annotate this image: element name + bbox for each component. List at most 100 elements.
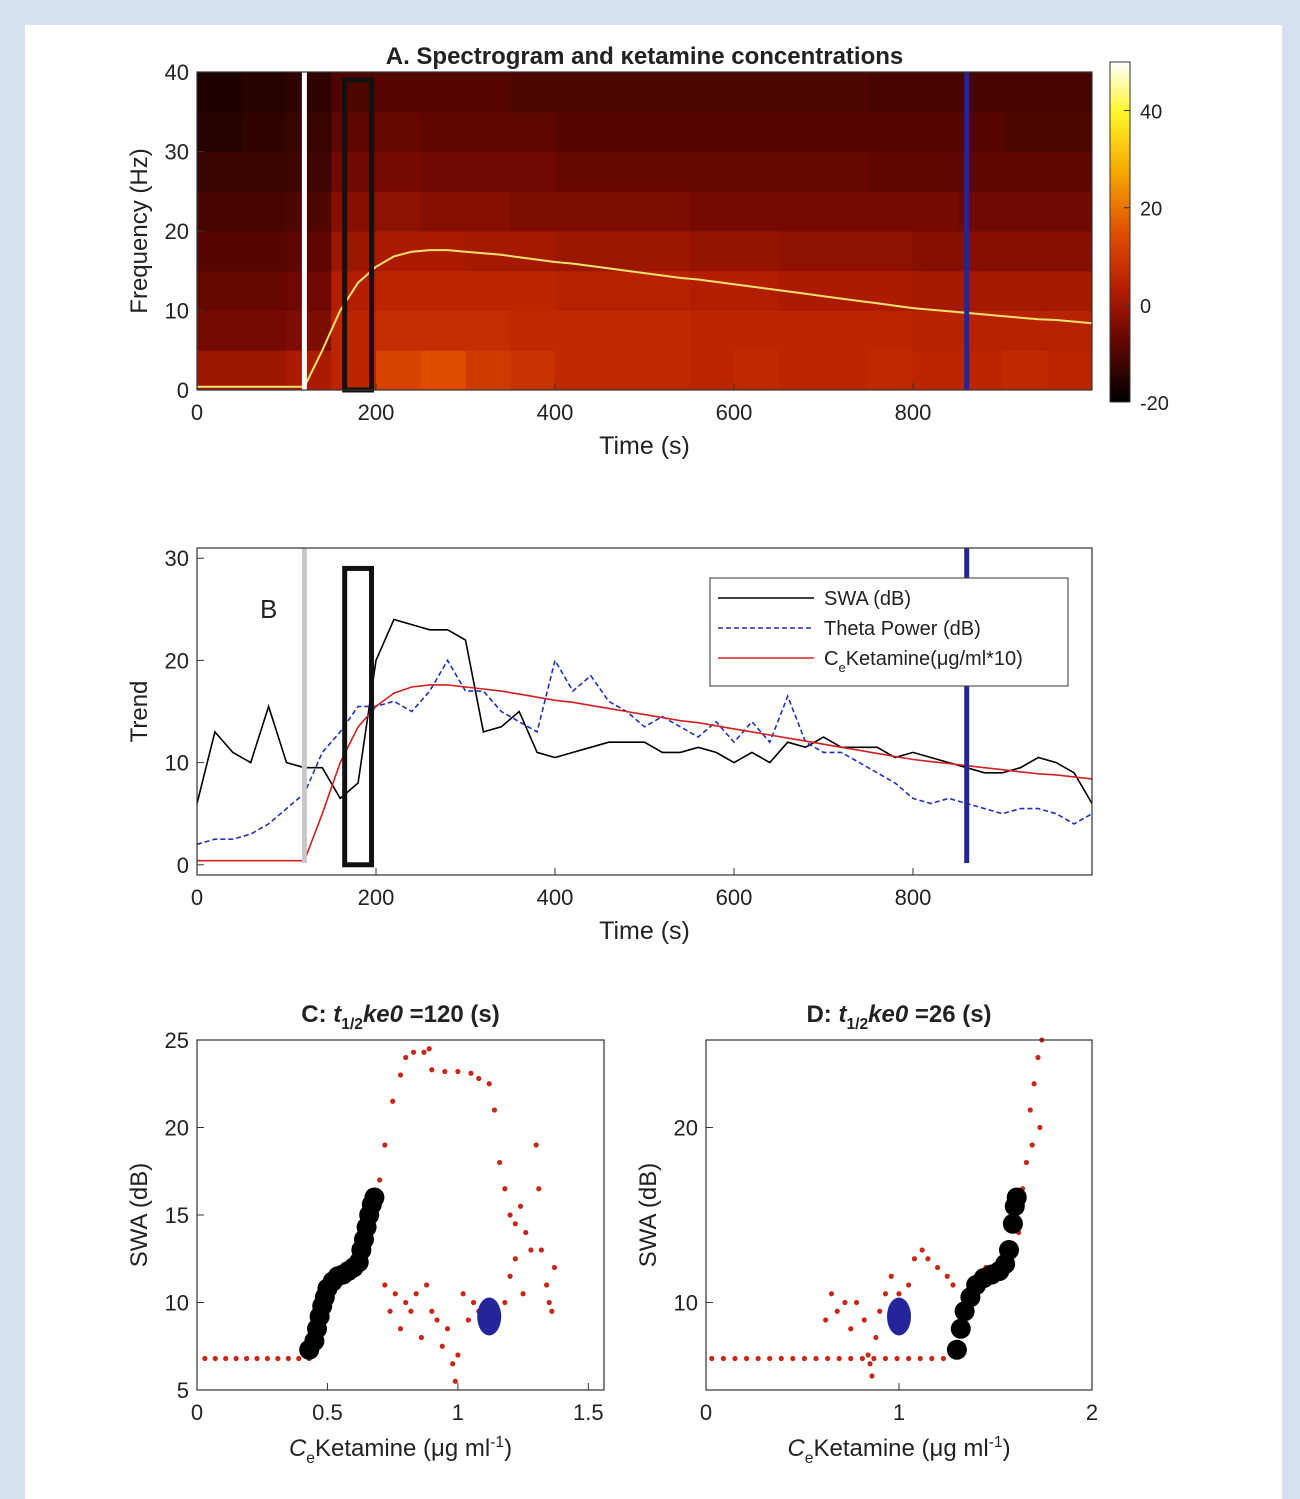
scatter-point — [823, 1317, 829, 1323]
y-tick-label: 15 — [165, 1203, 189, 1228]
heatmap-cell — [599, 111, 645, 152]
heatmap-cell — [420, 270, 466, 311]
scatter-point — [429, 1067, 435, 1073]
legend-label-part: C — [824, 648, 838, 670]
scatter-point — [426, 1046, 432, 1052]
heatmap-cell — [644, 72, 690, 113]
heatmap-cell — [465, 270, 511, 311]
heatmap-cell — [1002, 270, 1048, 311]
scatter-point — [523, 1229, 529, 1236]
heatmap-cell — [331, 231, 377, 272]
scatter-point — [801, 1355, 808, 1362]
scatter-point — [275, 1355, 281, 1362]
plot-frame — [196, 547, 1093, 876]
heatmap-cell — [599, 350, 645, 391]
scatter-point — [732, 1355, 738, 1362]
x-tick-label: 800 — [895, 400, 932, 425]
heatmap-cell — [1002, 111, 1048, 152]
y-axis-label: SWA (dB) — [635, 1163, 662, 1267]
scatter-point — [434, 1317, 440, 1323]
heatmap-cell — [465, 310, 511, 351]
legend-label-part: Theta Power (dB) — [824, 618, 981, 640]
x-tick-label: 200 — [358, 885, 395, 910]
heatmap-cell — [286, 72, 332, 113]
scatter-point — [403, 1054, 409, 1061]
scatter-point — [755, 1355, 761, 1362]
x-axis-label-part: C — [289, 1435, 307, 1462]
heatmap-cell — [644, 151, 690, 192]
colorbar-tick-label: 40 — [1140, 102, 1162, 124]
scatter-point — [512, 1221, 518, 1227]
scatter-point — [935, 1264, 941, 1271]
heatmap-cell — [689, 72, 735, 113]
scatter-point — [536, 1186, 542, 1192]
chart-title-part: ke0 — [363, 1001, 404, 1028]
heatmap-cell — [913, 231, 959, 272]
heatmap-cell — [555, 270, 601, 311]
scatter-point — [408, 1308, 414, 1314]
heatmap-cell — [823, 310, 869, 351]
scatter-point — [887, 1297, 911, 1336]
scatter-point — [403, 1299, 409, 1306]
scatter-point — [390, 1098, 396, 1104]
scatter-point — [828, 1291, 835, 1297]
scatter-point — [442, 1068, 448, 1075]
heatmap-cell — [197, 350, 243, 391]
scatter-point — [859, 1355, 865, 1362]
heatmap-cell — [510, 350, 556, 391]
scatter-point — [423, 1282, 430, 1288]
scatter-point — [410, 1049, 417, 1055]
y-tick-label: 10 — [674, 1291, 698, 1316]
heatmap-cell — [465, 191, 511, 232]
x-axis-label-part: Ketamine (μg ml — [315, 1435, 490, 1462]
scatter-point — [1037, 1124, 1043, 1131]
heatmap-cell — [734, 111, 780, 152]
scatter-point — [364, 1187, 385, 1208]
scatter-point — [486, 1081, 492, 1087]
heatmap-cell — [1047, 231, 1093, 272]
scatter-point — [377, 1177, 383, 1183]
y-tick-label: 10 — [165, 751, 189, 776]
heatmap-cell — [778, 231, 824, 272]
heatmap-cell — [197, 191, 243, 232]
scatter-point — [533, 1142, 539, 1148]
scatter-point — [834, 1308, 840, 1314]
heatmap-cell — [689, 231, 735, 272]
heatmap-cell — [241, 270, 287, 311]
heatmap-cell — [689, 310, 735, 351]
heatmap-cell — [644, 350, 690, 391]
scatter-point — [720, 1355, 726, 1362]
scatter-point — [848, 1355, 854, 1362]
heatmap-cell — [689, 350, 735, 391]
scatter-point — [1035, 1054, 1041, 1061]
y-tick-label: 30 — [165, 546, 189, 571]
heatmap-cell — [510, 151, 556, 192]
heatmap-cell — [913, 350, 959, 391]
heatmap-cell — [644, 231, 690, 272]
colorbar — [1109, 61, 1131, 403]
scatter-point — [296, 1355, 302, 1362]
heatmap-cell — [823, 151, 869, 192]
x-axis-label-part: e — [306, 1450, 315, 1467]
heatmap-cell — [331, 111, 377, 152]
x-axis-label-part: -1 — [989, 1434, 1003, 1451]
scatter-point — [919, 1247, 925, 1253]
heatmap-cell — [868, 191, 914, 232]
heatmap-cell — [420, 191, 466, 232]
scatter-point — [925, 1256, 931, 1262]
scatter-point — [869, 1373, 875, 1379]
heatmap-cell — [599, 191, 645, 232]
x-axis-label-part: ) — [504, 1435, 512, 1462]
heatmap-cell — [510, 72, 556, 113]
scatter-point — [413, 1291, 419, 1297]
chart-title-part: C: — [301, 1001, 333, 1028]
heatmap-cell — [197, 151, 243, 192]
heatmap-cell — [734, 270, 780, 311]
heatmap-cell — [510, 231, 556, 272]
y-tick-label: 30 — [165, 140, 189, 165]
x-tick-label: 600 — [716, 885, 753, 910]
x-tick-label: 800 — [895, 885, 932, 910]
heatmap-cell — [644, 310, 690, 351]
heatmap-cell — [599, 270, 645, 311]
chart-title-part: ke0 — [868, 1001, 909, 1028]
